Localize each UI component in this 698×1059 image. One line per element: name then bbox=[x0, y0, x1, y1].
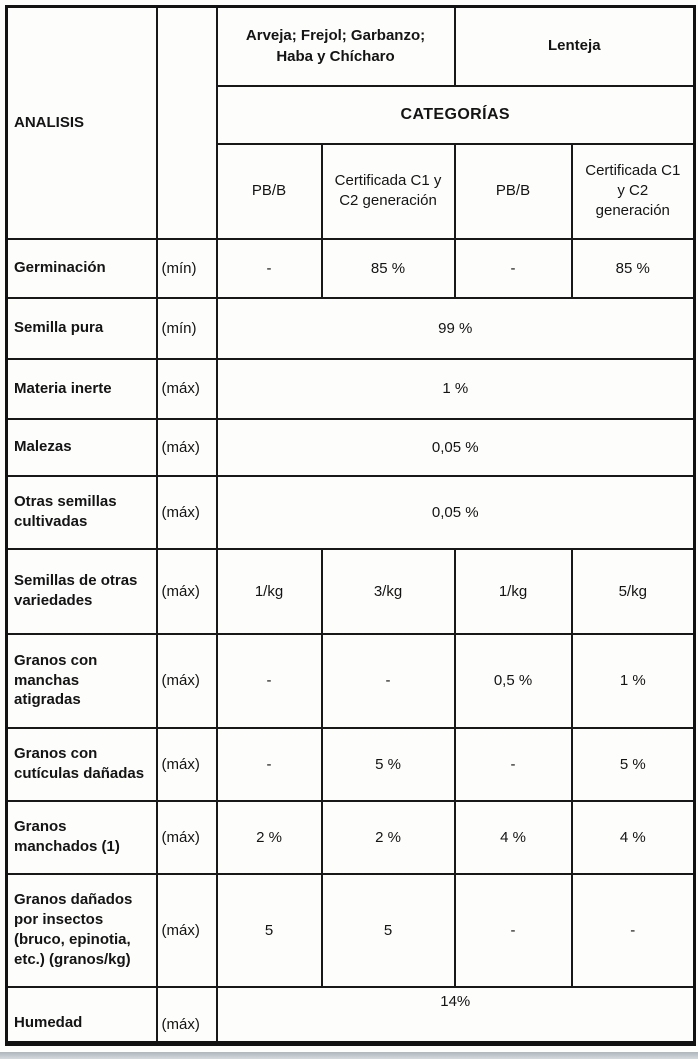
value-cell: - bbox=[320, 632, 456, 729]
value-cell: 5 bbox=[320, 872, 456, 988]
value-cell: 5 % bbox=[570, 726, 696, 802]
row-label-cell: Semillas de otras variedades bbox=[5, 547, 158, 635]
limit-type-cell: (máx) bbox=[155, 474, 218, 550]
merged-value-cell: 1 % bbox=[215, 357, 696, 420]
row-label-cell: Malezas bbox=[5, 417, 158, 477]
table-row: Germinación (mín) - 85 % - 85 % bbox=[5, 237, 696, 299]
limit-type-cell: (máx) bbox=[155, 872, 218, 988]
value-cell: - bbox=[215, 632, 323, 729]
category-column-cell: PB/B bbox=[215, 142, 323, 240]
table-row: Granos con manchas atigradas (máx) - - 0… bbox=[5, 632, 696, 729]
table-row: Materia inerte (máx) 1 % bbox=[5, 357, 696, 420]
row-label-cell: Semilla pura bbox=[5, 296, 158, 360]
empty-header-cell bbox=[155, 5, 218, 240]
value-cell: 4 % bbox=[453, 799, 573, 875]
table-row: Granos manchados (1) (máx) 2 % 2 % 4 % 4… bbox=[5, 799, 696, 875]
merged-value-cell: 0,05 % bbox=[215, 417, 696, 477]
table-row: Semilla pura (mín) 99 % bbox=[5, 296, 696, 360]
value-cell: 5/kg bbox=[570, 547, 696, 635]
row-label-cell: Granos con manchas atigradas bbox=[5, 632, 158, 729]
row-label-cell: Materia inerte bbox=[5, 357, 158, 420]
limit-type-cell: (máx) bbox=[155, 799, 218, 875]
limit-type-cell: (máx) bbox=[155, 985, 218, 1045]
merged-value-cell: 14% bbox=[215, 985, 696, 1045]
header-row-species: ANALISIS Arveja; Frejol; Garbanzo; Haba … bbox=[5, 5, 696, 240]
value-cell: 1/kg bbox=[453, 547, 573, 635]
value-cell: - bbox=[215, 237, 323, 299]
limit-type-cell: (máx) bbox=[155, 357, 218, 420]
row-label-cell: Humedad bbox=[5, 985, 158, 1045]
seed-specifications-table: ANALISIS Arveja; Frejol; Garbanzo; Haba … bbox=[5, 5, 697, 1046]
species-group-cell: Lenteja bbox=[453, 5, 696, 87]
category-column-cell: Certificada C1 y C2 generación bbox=[320, 142, 456, 240]
analysis-header-cell: ANALISIS bbox=[5, 5, 158, 240]
merged-value-cell: 0,05 % bbox=[215, 474, 696, 550]
table-row: Malezas (máx) 0,05 % bbox=[5, 417, 696, 477]
value-cell: 85 % bbox=[320, 237, 456, 299]
category-column-cell: Certificada C1 y C2 generación bbox=[570, 142, 696, 240]
value-cell: 1/kg bbox=[215, 547, 323, 635]
limit-type-cell: (máx) bbox=[155, 547, 218, 635]
value-cell: 5 bbox=[215, 872, 323, 988]
header-row-category-columns: PB/B Certificada C1 y C2 generación PB/B… bbox=[7, 142, 696, 240]
value-cell: - bbox=[453, 726, 573, 802]
row-label-cell: Granos con cutículas dañadas bbox=[5, 726, 158, 802]
value-cell: - bbox=[215, 726, 323, 802]
limit-type-cell: (máx) bbox=[155, 417, 218, 477]
limit-type-cell: (mín) bbox=[155, 237, 218, 299]
value-cell: 4 % bbox=[570, 799, 696, 875]
row-label-cell: Granos manchados (1) bbox=[5, 799, 158, 875]
value-cell: 85 % bbox=[570, 237, 696, 299]
value-cell: - bbox=[453, 237, 573, 299]
category-column-cell: PB/B bbox=[453, 142, 573, 240]
value-cell: 2 % bbox=[320, 799, 456, 875]
limit-type-cell: (mín) bbox=[155, 296, 218, 360]
value-cell: 0,5 % bbox=[453, 632, 573, 729]
limit-type-cell: (máx) bbox=[155, 726, 218, 802]
scan-edge-artifact bbox=[0, 1052, 698, 1059]
species-group-cell: Arveja; Frejol; Garbanzo; Haba y Chíchar… bbox=[215, 5, 456, 87]
value-cell: - bbox=[453, 872, 573, 988]
row-label-cell: Granos dañados por insectos (bruco, epin… bbox=[5, 872, 158, 988]
value-cell: 2 % bbox=[215, 799, 323, 875]
merged-value-cell: 99 % bbox=[215, 296, 696, 360]
value-cell: 5 % bbox=[320, 726, 456, 802]
table-row: Humedad (máx) 14% bbox=[5, 985, 696, 1045]
row-label-cell: Otras semillas cultivadas bbox=[5, 474, 158, 550]
value-cell: 3/kg bbox=[320, 547, 456, 635]
row-label-cell: Germinación bbox=[5, 237, 158, 299]
table-row: Granos dañados por insectos (bruco, epin… bbox=[5, 872, 696, 988]
table-row: Otras semillas cultivadas (máx) 0,05 % bbox=[5, 474, 696, 550]
value-cell: - bbox=[570, 872, 696, 988]
value-cell: 1 % bbox=[570, 632, 696, 729]
table-row: Semillas de otras variedades (máx) 1/kg … bbox=[5, 547, 696, 635]
table-row: Granos con cutículas dañadas (máx) - 5 %… bbox=[5, 726, 696, 802]
limit-type-cell: (máx) bbox=[155, 632, 218, 729]
categories-header-cell: CATEGORÍAS bbox=[215, 84, 696, 145]
header-row-categories: CATEGORÍAS bbox=[7, 84, 696, 145]
